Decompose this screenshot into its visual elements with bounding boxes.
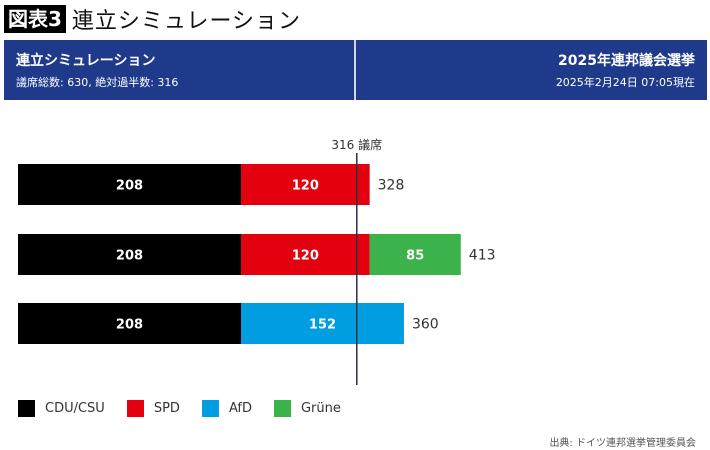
bar-segment-grne	[369, 234, 461, 275]
bar-segment-afd	[241, 303, 404, 344]
bar-segment-spd	[241, 164, 370, 205]
bar-value-label: 152	[309, 318, 336, 333]
row-total-label: 413	[469, 248, 496, 264]
legend-label: SPD	[153, 401, 180, 416]
bar-value-label: 120	[292, 249, 319, 264]
header-right: 2025年連邦議会選挙 2025年2月24日 07:05現在	[556, 50, 695, 90]
header-left-subtitle: 議席総数: 630, 絶対過半数: 316	[16, 76, 179, 89]
legend: CDU/CSU SPD AfD Grüne	[18, 400, 363, 417]
legend-label: CDU/CSU	[45, 401, 105, 416]
header-right-subtitle: 2025年2月24日 07:05現在	[555, 76, 695, 89]
header-divider	[354, 40, 356, 100]
legend-item-spd: SPD	[126, 400, 180, 417]
legend-swatch	[201, 400, 219, 417]
bar-value-label: 208	[116, 249, 143, 264]
bar-value-label: 85	[406, 249, 424, 264]
header-right-title: 2025年連邦議会選挙	[558, 53, 695, 69]
bar-value-label: 120	[292, 179, 319, 194]
chart-header: 連立シミュレーション 議席総数: 630, 絶対過半数: 316 2025年連邦…	[4, 40, 707, 100]
header-left: 連立シミュレーション 議席総数: 630, 絶対過半数: 316	[16, 50, 178, 90]
row-total-label: 360	[412, 317, 439, 333]
majority-threshold-label: 316 議席	[331, 137, 382, 152]
header-left-title: 連立シミュレーション	[16, 53, 156, 69]
legend-item-afd: AfD	[201, 400, 252, 417]
bar-segment-cducsu	[18, 234, 241, 275]
legend-label: Grüne	[300, 401, 341, 416]
row-total-label: 328	[378, 178, 405, 194]
bar-segment-cducsu	[18, 164, 241, 205]
bar-value-label: 208	[116, 179, 143, 194]
figure-badge: 図表3	[4, 5, 66, 33]
bar-segment-spd	[241, 234, 370, 275]
legend-swatch	[18, 400, 35, 417]
source-note: 出典: ドイツ連邦選挙管理委員会	[549, 438, 696, 449]
bar-value-label: 208	[116, 318, 143, 333]
legend-swatch	[273, 400, 291, 417]
bar-segment-cducsu	[18, 303, 241, 344]
figure-title-text: 連立シミュレーション	[71, 9, 302, 34]
legend-item-grune: Grüne	[273, 400, 341, 417]
legend-swatch	[126, 400, 144, 417]
legend-label: AfD	[228, 401, 252, 416]
figure-title: 図表3 連立シミュレーション	[4, 4, 301, 34]
legend-item-cdu: CDU/CSU	[18, 400, 105, 417]
